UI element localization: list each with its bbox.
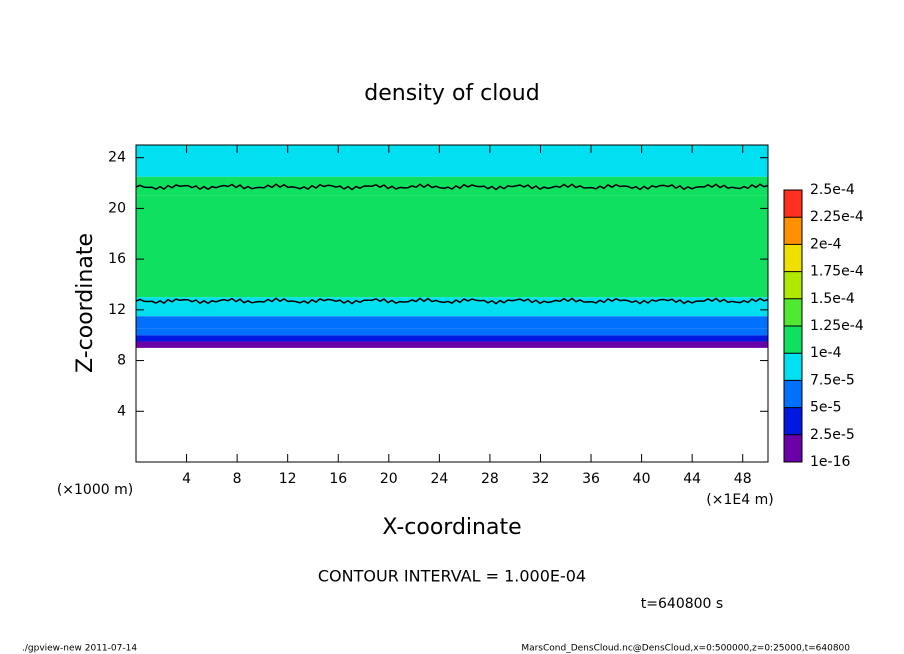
footer-right: MarsCond_DensCloud.nc@DensCloud,x=0:5000… [521,644,850,654]
colorbar-segment [784,271,802,299]
colorbar-label: 2e-4 [810,236,842,252]
colorbar-label: 1.75e-4 [810,264,864,280]
footer-left: ./gpview-new 2011-07-14 [22,644,137,654]
contour-line [135,297,769,305]
y-tick-label: 12 [108,302,126,318]
colorbar-segment [784,434,802,462]
colorbar-segment [784,407,802,435]
colorbar-segment [784,353,802,381]
x-tick-label: 12 [279,471,297,487]
colorbar-segment [784,298,802,326]
colorbar-segment [784,217,802,245]
y-tick-label: 24 [108,150,126,166]
x-tick-label: 40 [633,471,651,487]
colorbar-label: 5e-5 [810,400,841,416]
contour-line [135,183,769,191]
x-tick-label: 32 [532,471,550,487]
x-tick-label: 24 [430,471,448,487]
time-label: t=640800 s [641,596,723,612]
x-axis-label: X-coordinate [382,515,521,540]
colorbar-label: 2.5e-4 [810,182,855,198]
colorbar-segment [784,380,802,408]
x-tick-label: 16 [329,471,347,487]
colorbar-segment [784,190,802,218]
x-tick-label: 4 [182,471,191,487]
x-tick-label: 8 [233,471,242,487]
y-tick-label: 4 [117,403,126,419]
chart-title: density of cloud [364,81,539,106]
density-band [136,335,768,342]
colorbar-label: 2.5e-5 [810,427,855,443]
colorbar-label: 1e-16 [810,454,850,470]
colorbar-label: 7.5e-5 [810,372,855,388]
x-unit: (×1E4 m) [706,492,773,508]
y-axis-label: Z-coordinate [73,233,98,373]
density-band [136,328,768,336]
colorbar-label: 1.25e-4 [810,318,864,334]
colorbar-label: 1e-4 [810,345,842,361]
plot-frame [135,144,769,463]
colorbar-label: 1.5e-4 [810,291,855,307]
density-band [136,176,768,196]
x-tick-label: 44 [683,471,701,487]
annotation: CONTOUR INTERVAL = 1.000E-04 [318,567,586,586]
colorbar-label: 2.25e-4 [810,209,864,225]
y-tick-label: 8 [117,353,126,369]
density-band [136,195,768,298]
density-band [136,341,768,348]
x-tick-label: 20 [380,471,398,487]
density-band [136,145,768,177]
x-tick-label: 48 [734,471,752,487]
y-unit: (×1000 m) [57,482,133,498]
x-tick-label: 36 [582,471,600,487]
density-band [136,316,768,329]
colorbar-segment [784,244,802,272]
y-tick-label: 20 [108,200,126,216]
colorbar-segment [784,326,802,354]
x-tick-label: 28 [481,471,499,487]
y-tick-label: 16 [108,251,126,267]
